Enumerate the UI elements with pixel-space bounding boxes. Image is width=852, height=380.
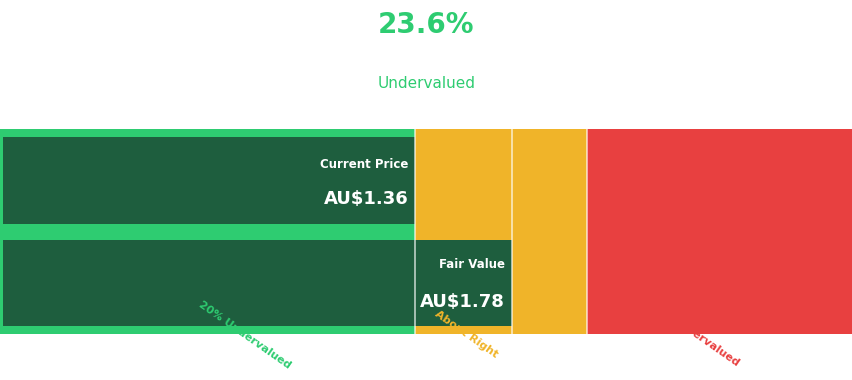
Text: AU$1.36: AU$1.36 [324, 190, 408, 209]
Bar [0, 129, 415, 334]
Text: 20% Undervalued: 20% Undervalued [197, 299, 292, 370]
Bar [586, 129, 852, 334]
Text: 20% Overvalued: 20% Overvalued [651, 301, 740, 368]
Text: 23.6%: 23.6% [377, 11, 475, 40]
Text: Fair Value: Fair Value [439, 258, 504, 271]
Bar [415, 129, 511, 334]
Text: Undervalued: Undervalued [377, 76, 475, 91]
Text: About Right: About Right [433, 309, 499, 360]
Bar [3, 240, 511, 326]
Text: Current Price: Current Price [320, 158, 408, 171]
Bar [511, 129, 586, 334]
Text: AU$1.78: AU$1.78 [419, 293, 504, 311]
Bar [3, 138, 415, 223]
